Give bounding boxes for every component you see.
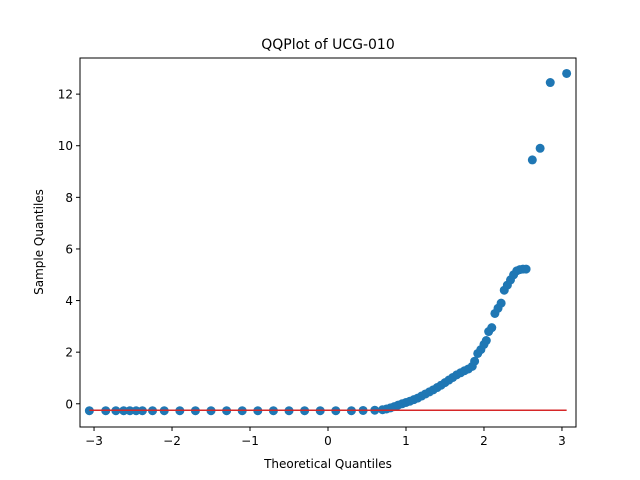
chart-title: QQPlot of UCG-010	[261, 37, 394, 53]
x-tick-label: −2	[163, 434, 181, 448]
x-axis-label: Theoretical Quantiles	[263, 457, 392, 471]
y-tick-label: 12	[58, 88, 73, 102]
y-tick-label: 0	[65, 397, 73, 411]
data-point	[545, 78, 555, 88]
x-axis-ticks: −3 −2 −1 0 1 2 3	[85, 427, 566, 448]
x-tick-label: −1	[241, 434, 259, 448]
data-point	[481, 336, 491, 346]
x-tick-label: 1	[402, 434, 410, 448]
plot-area	[84, 68, 572, 416]
y-axis-ticks: 0 2 4 6 8 10 12	[58, 88, 80, 411]
x-tick-label: −3	[85, 434, 103, 448]
y-tick-label: 4	[65, 294, 73, 308]
data-point	[521, 264, 531, 274]
x-tick-label: 3	[558, 434, 566, 448]
y-tick-label: 8	[65, 191, 73, 205]
x-tick-label: 0	[324, 434, 332, 448]
y-tick-label: 10	[58, 139, 73, 153]
data-point	[470, 356, 480, 366]
data-point	[527, 155, 537, 165]
data-point	[535, 143, 545, 153]
data-point	[496, 298, 506, 308]
axes-frame	[79, 57, 577, 428]
y-tick-label: 6	[65, 242, 73, 256]
y-axis-label: Sample Quantiles	[32, 189, 46, 295]
data-point	[487, 323, 497, 333]
data-points	[84, 68, 572, 416]
y-tick-label: 2	[65, 346, 73, 360]
data-point	[562, 68, 572, 78]
x-tick-label: 2	[480, 434, 488, 448]
